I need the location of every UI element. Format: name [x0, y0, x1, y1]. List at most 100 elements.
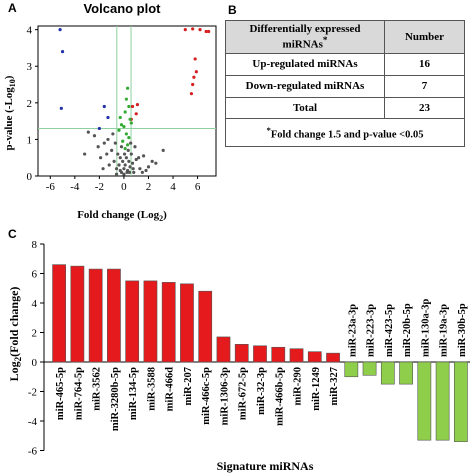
svg-text:Log2(Fold change): Log2(Fold change)	[7, 287, 23, 382]
volcano-point	[150, 159, 154, 163]
table-row: Up-regulated miRNAs 16	[225, 53, 465, 76]
category-label: miR-223-3p	[366, 304, 377, 357]
category-label: miR-672-5p	[238, 367, 249, 420]
category-label-group: miR-764-5p	[73, 367, 84, 420]
bar-y-tick-label: -6	[28, 446, 38, 458]
volcano-point	[111, 132, 115, 136]
row-value: 16	[384, 53, 465, 76]
volcano-point	[107, 163, 111, 167]
fold-change-bar-chart: Log2(Fold change) Signature miRNAs -6 -4 -…	[7, 239, 470, 473]
volcano-point	[134, 157, 138, 162]
volcano-point	[198, 28, 202, 32]
volcano-point	[183, 28, 187, 32]
category-label-group: miR-3280b-5p	[110, 367, 121, 431]
volcano-frame	[37, 25, 217, 177]
volcano-x-tick-label: -6	[46, 181, 56, 193]
bar	[125, 280, 140, 363]
category-label: miR-19a-3p	[439, 304, 450, 357]
volcano-x-axis-label: Fold change (Log2)	[77, 209, 167, 223]
panel-c-letter: C	[8, 227, 17, 241]
volcano-point	[207, 29, 211, 34]
volcano-point	[130, 161, 135, 165]
bar	[216, 336, 231, 363]
header-mirna-cell: Differentially expressed miRNAs*	[225, 20, 385, 54]
category-label: miR-1249	[311, 367, 322, 411]
volcano-y-axis-label: p-value (-Log10)	[3, 75, 17, 150]
volcano-x-tick-label: -2	[95, 181, 104, 193]
category-label-group: miR-672-5p	[238, 367, 249, 420]
volcano-point	[127, 159, 131, 163]
volcano-point	[58, 28, 62, 32]
volcano-point	[128, 165, 132, 169]
volcano-point	[118, 156, 122, 160]
category-label-group: miR-1249	[311, 367, 322, 411]
footnote-sup: *	[266, 124, 271, 135]
volcano-point	[121, 159, 125, 163]
category-label-group: miR-30b-5p	[457, 303, 468, 357]
category-label-group: miR-466c-5p	[201, 367, 212, 425]
category-label-group: miR-23a-3p	[347, 304, 358, 357]
bar-y-tick-label: 2	[32, 328, 38, 340]
row-value: 7	[384, 74, 465, 98]
volcano-point	[191, 27, 195, 31]
footnote-text: Fold change 1.5 and p-value <0.05	[270, 129, 424, 141]
bar-x-axis-label: Signature miRNAs	[217, 459, 314, 473]
table-row: Down-regulated miRNAs 7	[225, 74, 465, 98]
bar-y-tick-label: 8	[32, 239, 38, 251]
volcano-point	[96, 145, 100, 149]
row-label: Total	[225, 96, 385, 120]
bar	[107, 268, 121, 363]
bar	[180, 283, 194, 363]
volcano-x-tick-label: 6	[195, 181, 201, 193]
volcano-y-tick-label: 3	[27, 61, 33, 73]
bar	[234, 344, 249, 363]
volcano-y-tick-label: 0	[27, 171, 33, 183]
panel-a-letter: A	[8, 1, 17, 15]
bar-y-tick-label: -4	[28, 416, 38, 428]
bar-y-tick-label: -2	[28, 387, 37, 399]
volcano-point	[106, 137, 110, 142]
volcano-point	[112, 159, 116, 163]
volcano-point	[130, 104, 135, 109]
svg-text:p-value (-Log10): p-value (-Log10)	[3, 75, 17, 150]
volcano-xlabel-end: )	[163, 209, 167, 221]
row-value: 23	[384, 96, 465, 120]
volcano-point	[127, 104, 131, 109]
bar-y-tick-label: 4	[32, 298, 38, 310]
volcano-point	[134, 112, 138, 116]
bar	[271, 346, 286, 363]
volcano-point	[116, 152, 120, 156]
category-label-group: miR-423-5p	[384, 304, 395, 357]
volcano-point	[146, 165, 151, 169]
bar	[198, 290, 213, 363]
category-label-group: miR-19a-3p	[439, 304, 450, 357]
volcano-point	[110, 148, 114, 152]
header-number-cell: Number	[384, 20, 465, 54]
category-label: miR-466c-5p	[201, 367, 212, 425]
volcano-point	[60, 50, 65, 54]
volcano-point	[118, 115, 122, 120]
volcano-point	[126, 143, 130, 147]
volcano-point	[127, 170, 132, 174]
header-mirna-text: Differentially expressed miRNAs	[249, 23, 361, 51]
volcano-point	[97, 126, 101, 131]
bar	[417, 361, 432, 441]
deg-summary-table: Differentially expressed miRNAs* Number …	[225, 20, 465, 147]
bar	[307, 351, 322, 363]
volcano-point	[124, 132, 128, 136]
volcano-point	[133, 145, 137, 149]
category-label-group: miR-207	[183, 367, 194, 406]
volcano-point	[118, 168, 122, 173]
volcano-point	[101, 167, 105, 171]
category-label-group: miR-290	[293, 367, 304, 406]
volcano-point	[129, 121, 133, 125]
volcano-point	[191, 82, 195, 87]
bar-ylabel-sub: 2	[13, 356, 23, 361]
category-label-group: miR-465-5p	[55, 367, 66, 420]
volcano-point	[122, 167, 126, 171]
bar	[88, 268, 103, 363]
volcano-point	[122, 125, 126, 129]
category-label-group: miR-32-3p	[256, 367, 267, 415]
category-label: miR-327	[329, 367, 340, 406]
volcano-point	[144, 168, 148, 173]
